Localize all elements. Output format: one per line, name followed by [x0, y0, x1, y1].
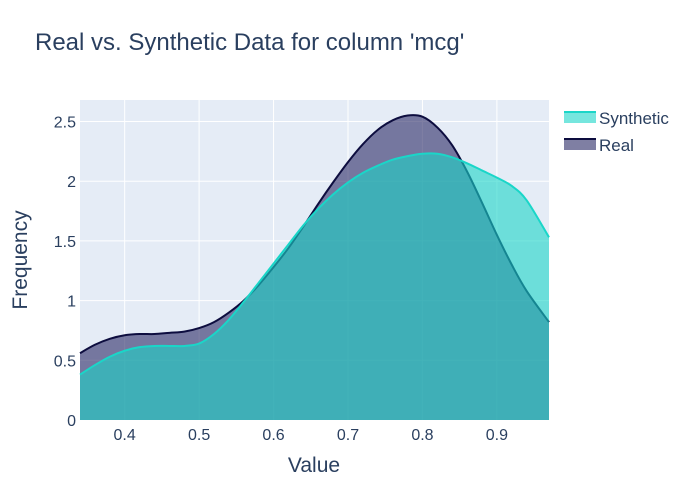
legend[interactable]: Synthetic Real [564, 109, 669, 155]
series-line-synthetic [79, 152, 550, 376]
series-areas [79, 114, 550, 421]
y-tick-label: 0 [67, 413, 76, 430]
legend-swatch-synthetic [564, 112, 596, 123]
x-tick-label: 0.6 [262, 427, 284, 444]
y-axis-label: Frequency [9, 210, 32, 310]
legend-swatch-real [564, 139, 596, 150]
x-tick-label: 0.9 [486, 427, 508, 444]
y-tick-label: 2 [67, 174, 76, 191]
x-tick-labels: 0.4 0.5 0.6 0.7 0.8 0.9 [114, 427, 509, 444]
series-area-synthetic [80, 153, 549, 420]
x-tick-label: 0.7 [337, 427, 359, 444]
y-tick-label: 1.5 [54, 234, 76, 251]
y-tick-label: 2.5 [54, 114, 76, 131]
chart-title: Real vs. Synthetic Data for column 'mcg' [35, 29, 464, 56]
legend-label-real: Real [599, 136, 634, 155]
y-tick-label: 0.5 [54, 353, 76, 370]
y-tick-labels: 0 0.5 1 1.5 2 2.5 [54, 114, 76, 430]
x-tick-label: 0.4 [114, 427, 136, 444]
x-axis-label: Value [288, 454, 340, 477]
legend-item-synthetic[interactable]: Synthetic [564, 109, 669, 128]
x-tick-label: 0.5 [188, 427, 210, 444]
legend-item-real[interactable]: Real [564, 136, 634, 155]
y-tick-label: 1 [67, 294, 76, 311]
x-tick-label: 0.8 [411, 427, 433, 444]
legend-label-synthetic: Synthetic [599, 109, 669, 128]
